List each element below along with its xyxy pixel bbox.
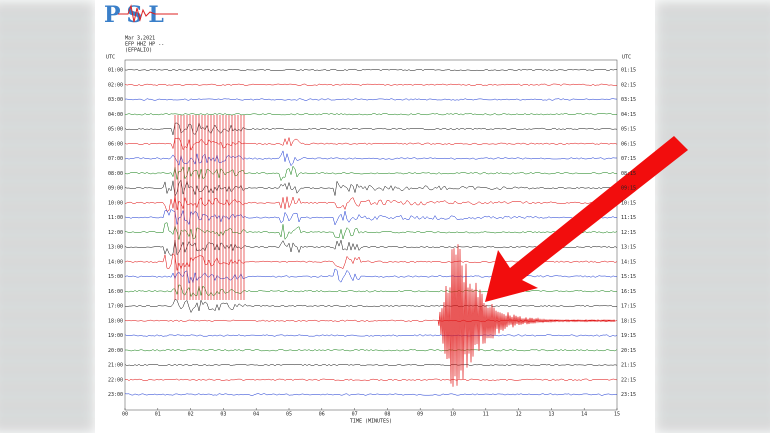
header-code: (EFPALIO) [125, 48, 152, 54]
trace [124, 284, 618, 298]
trace [124, 83, 618, 86]
hour-label-left: 03:00 [108, 97, 123, 103]
trace [124, 136, 618, 151]
minute-label: 13 [548, 412, 554, 418]
hour-label-left: 12:00 [108, 230, 123, 236]
hour-label-right: 03:15 [621, 97, 636, 103]
trace [125, 349, 618, 352]
hour-label-left: 13:00 [108, 245, 123, 251]
trace [124, 68, 618, 72]
header-date: Mar 3,2021 [125, 36, 155, 42]
hour-label-right: 14:15 [621, 259, 636, 265]
plot-frame [124, 59, 618, 411]
x-title: TIME (MINUTES) [350, 419, 392, 425]
hour-label-right: 13:15 [621, 245, 636, 251]
red-arrow [485, 136, 688, 302]
blurred-left [0, 0, 95, 433]
utc-left: UTC [106, 55, 115, 61]
hour-label-left: 09:00 [108, 186, 123, 192]
minute-label: 07 [352, 412, 358, 418]
minute-label: 03 [220, 412, 226, 418]
hour-label-right: 01:15 [621, 68, 636, 74]
hour-label-left: 11:00 [108, 215, 123, 221]
hour-label-right: 17:15 [621, 304, 636, 310]
trace [124, 179, 618, 198]
hour-label-right: 07:15 [621, 156, 636, 162]
hour-label-left: 15:00 [108, 274, 123, 280]
trace [124, 239, 618, 257]
trace [124, 113, 617, 116]
trace [124, 98, 618, 101]
minute-label: 14 [581, 412, 587, 418]
trace [124, 363, 618, 367]
hour-label-right: 08:15 [621, 171, 636, 177]
hour-label-left: 04:00 [108, 112, 123, 118]
hour-label-right: 02:15 [621, 82, 636, 88]
minute-label: 09 [417, 412, 423, 418]
hour-label-left: 10:00 [108, 200, 123, 206]
hour-label-right: 06:15 [621, 141, 636, 147]
minute-label: 12 [516, 412, 522, 418]
minute-label: 02 [188, 412, 194, 418]
minute-label: 05 [286, 412, 292, 418]
trace [124, 319, 618, 322]
hour-label-left: 22:00 [108, 377, 123, 383]
minute-label: 08 [384, 412, 390, 418]
hour-label-right: 18:15 [621, 318, 636, 324]
hour-label-left: 20:00 [108, 348, 123, 354]
hour-label-right: 09:15 [621, 186, 636, 192]
hour-label-left: 17:00 [108, 304, 123, 310]
hour-label-left: 16:00 [108, 289, 123, 295]
hour-label-right: 11:15 [621, 215, 636, 221]
hour-label-right: 21:15 [621, 363, 636, 369]
hour-label-left: 18:00 [108, 318, 123, 324]
minute-label: 01 [155, 412, 161, 418]
hour-label-left: 06:00 [108, 141, 123, 147]
hour-label-left: 07:00 [108, 156, 123, 162]
hour-label-right: 19:15 [621, 333, 636, 339]
minute-label: 10 [450, 412, 456, 418]
minute-label: 00 [122, 412, 128, 418]
trace [124, 195, 618, 212]
minute-label: 06 [319, 412, 325, 418]
trace [124, 334, 618, 337]
quake-trace [437, 244, 616, 387]
blurred-right [655, 0, 770, 433]
hour-label-right: 12:15 [621, 230, 636, 236]
trace [124, 150, 617, 167]
trace [124, 378, 618, 381]
minute-label: 04 [253, 412, 259, 418]
hour-label-left: 01:00 [108, 68, 123, 74]
logo-wave [118, 4, 178, 23]
hour-label-right: 04:15 [621, 112, 636, 118]
hour-label-right: 22:15 [621, 377, 636, 383]
minute-label: 11 [483, 412, 489, 418]
hour-label-right: 23:15 [621, 392, 636, 398]
utc-right: UTC [622, 55, 631, 61]
hour-label-right: 10:15 [621, 200, 636, 206]
trace [124, 299, 618, 314]
trace [124, 122, 618, 136]
minute-label: 15 [614, 412, 620, 418]
trace [124, 208, 618, 226]
trace [124, 165, 618, 182]
hour-label-left: 05:00 [108, 127, 123, 133]
hour-label-left: 21:00 [108, 363, 123, 369]
hour-label-right: 15:15 [621, 274, 636, 280]
hour-label-left: 23:00 [108, 392, 123, 398]
trace [124, 268, 618, 284]
hour-label-left: 02:00 [108, 82, 123, 88]
logo: PSL [104, 2, 170, 28]
header-station: EFP HHZ HP -- [125, 42, 164, 48]
hour-label-left: 19:00 [108, 333, 123, 339]
hour-label-right: 05:15 [621, 127, 636, 133]
trace [124, 393, 618, 396]
hour-label-right: 20:15 [621, 348, 636, 354]
hour-label-right: 16:15 [621, 289, 636, 295]
hour-label-left: 14:00 [108, 259, 123, 265]
hour-label-left: 08:00 [108, 171, 123, 177]
trace [124, 222, 618, 240]
